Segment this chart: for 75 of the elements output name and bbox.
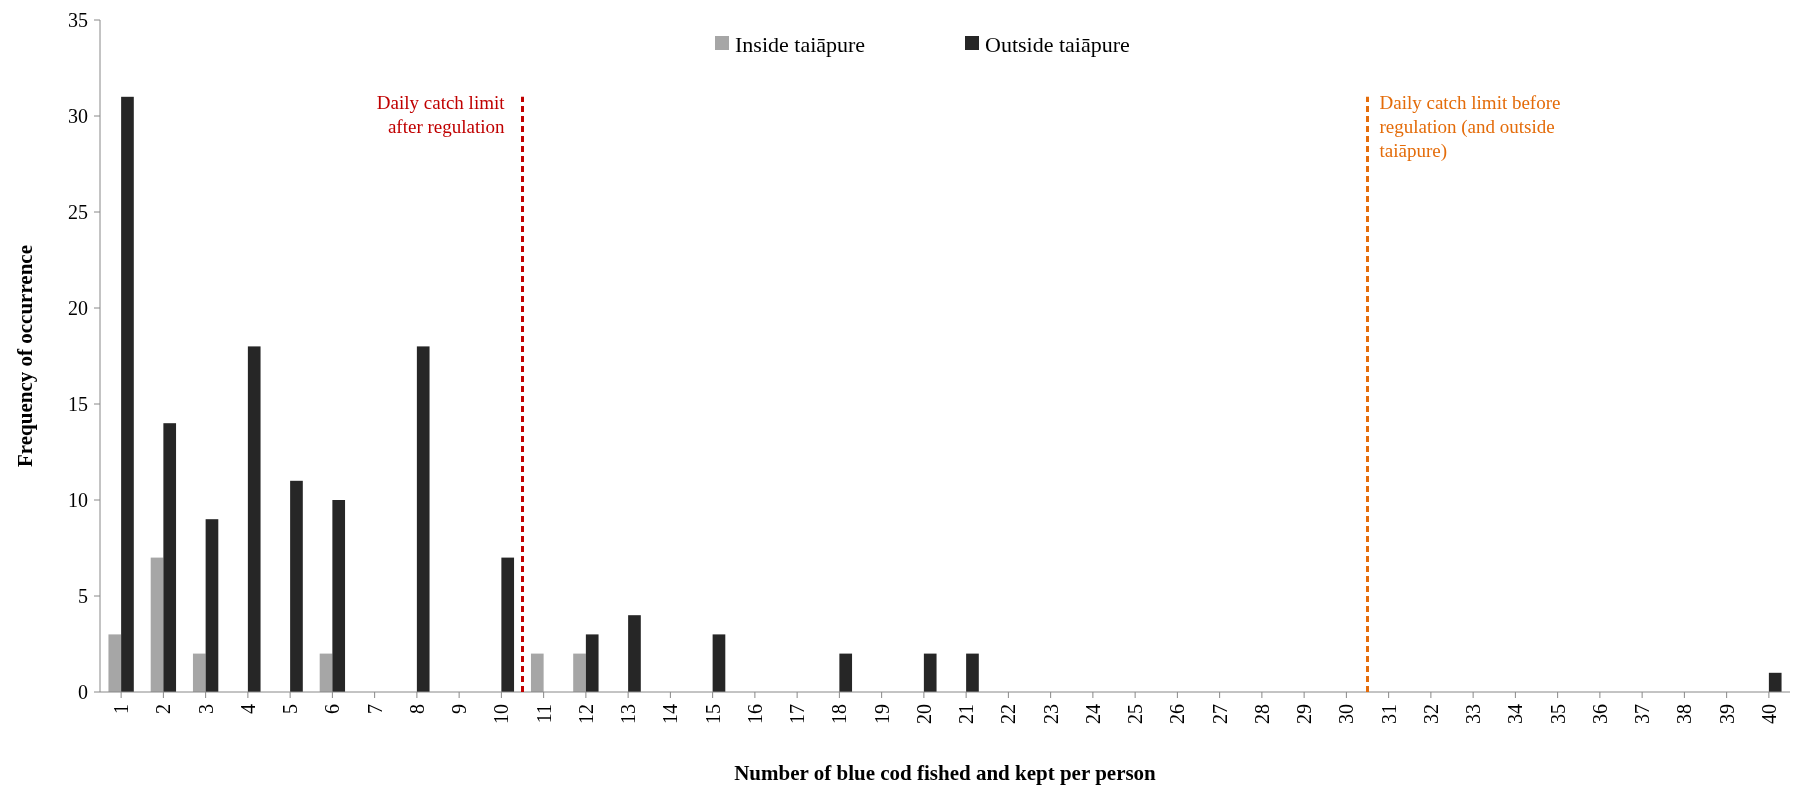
- bar: [501, 557, 515, 692]
- bar: [121, 96, 134, 692]
- x-tick-label: 19: [870, 704, 893, 724]
- x-tick-label: 33: [1462, 704, 1485, 724]
- bar: [319, 653, 333, 692]
- bar: [416, 346, 430, 692]
- x-tick-label: 32: [1419, 704, 1442, 724]
- x-tick-label: 37: [1631, 704, 1654, 724]
- bar: [573, 653, 586, 692]
- bar: [1768, 672, 1782, 692]
- x-tick-label: 17: [786, 704, 809, 724]
- x-tick-label: 34: [1504, 704, 1527, 724]
- x-tick-label: 29: [1293, 704, 1316, 724]
- bar: [712, 634, 726, 692]
- x-tick-label: 8: [405, 704, 428, 714]
- x-tick-label: 23: [1039, 704, 1062, 724]
- x-tick-label: 24: [1081, 704, 1104, 724]
- bar: [530, 653, 544, 692]
- y-tick-label: 35: [68, 9, 88, 31]
- x-axis-title: Number of blue cod fished and kept per person: [734, 761, 1157, 785]
- ref-line-label: Daily catch limit before regulation (and outside taiāpure): [1379, 91, 1561, 162]
- bar: [108, 634, 122, 692]
- x-tick-label: 2: [152, 704, 175, 714]
- x-tick-label: 4: [236, 704, 259, 714]
- x-tick-label: 7: [363, 704, 386, 714]
- x-tick-label: 21: [955, 704, 978, 724]
- y-tick-label: 15: [68, 393, 88, 415]
- x-tick-label: 6: [321, 704, 344, 714]
- x-tick-label: 28: [1250, 704, 1273, 724]
- x-tick-label: 26: [1166, 704, 1189, 724]
- legend-label: Inside taiāpure: [735, 31, 866, 57]
- x-tick-label: 39: [1715, 704, 1738, 724]
- bar: [966, 653, 979, 692]
- legend-label: Outside taiāpure: [985, 31, 1130, 57]
- x-tick-label: 20: [912, 704, 935, 724]
- bar: [290, 480, 303, 692]
- bar: [839, 653, 853, 692]
- bar: [163, 423, 177, 692]
- x-tick-label: 35: [1546, 704, 1569, 724]
- x-tick-label: 36: [1588, 704, 1611, 724]
- y-tick-label: 0: [78, 681, 88, 703]
- bar: [332, 500, 346, 692]
- x-tick-label: 9: [448, 704, 471, 714]
- x-tick-label: 40: [1757, 704, 1780, 724]
- bar: [585, 634, 599, 692]
- x-tick-label: 27: [1208, 704, 1231, 724]
- x-tick-label: 12: [574, 704, 597, 724]
- x-tick-label: 15: [701, 704, 724, 724]
- y-axis-title: Frequency of occurrence: [13, 245, 37, 467]
- x-tick-label: 18: [828, 704, 851, 724]
- x-tick-label: 10: [490, 704, 513, 724]
- x-tick-label: 31: [1377, 704, 1400, 724]
- x-tick-label: 11: [532, 704, 555, 724]
- y-tick-label: 5: [78, 585, 88, 607]
- x-tick-label: 22: [997, 704, 1020, 724]
- x-tick-label: 1: [110, 704, 133, 714]
- bar: [150, 557, 164, 692]
- y-tick-label: 30: [68, 105, 88, 127]
- x-tick-label: 25: [1124, 704, 1147, 724]
- x-tick-label: 38: [1673, 704, 1696, 724]
- bar: [192, 653, 206, 692]
- x-tick-label: 30: [1335, 704, 1358, 724]
- bar: [247, 346, 261, 692]
- y-tick-label: 25: [68, 201, 88, 223]
- x-tick-label: 16: [743, 704, 766, 724]
- y-tick-label: 10: [68, 489, 88, 511]
- x-tick-label: 5: [279, 704, 302, 714]
- x-tick-label: 13: [617, 704, 640, 724]
- x-tick-label: 3: [194, 704, 217, 714]
- bar: [628, 615, 641, 692]
- bar: [923, 653, 937, 692]
- ref-line-label: Daily catch limit after regulation: [376, 91, 506, 137]
- x-tick-label: 14: [659, 704, 682, 724]
- bar: [205, 519, 219, 692]
- y-tick-label: 20: [68, 297, 88, 319]
